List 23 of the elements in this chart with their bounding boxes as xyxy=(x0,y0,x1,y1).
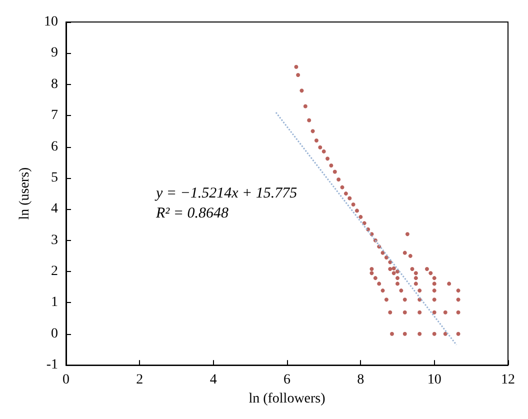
y-tick-label: -1 xyxy=(46,358,58,373)
y-tick-label: 0 xyxy=(51,326,58,342)
y-axis-title: ln (users) xyxy=(18,166,32,220)
x-axis-title: ln (followers) xyxy=(248,392,326,406)
y-tick-label: 3 xyxy=(51,232,58,248)
y-tick-label: 7 xyxy=(51,108,58,124)
y-tick-label: 2 xyxy=(51,264,58,280)
x-tick-label: 12 xyxy=(501,372,515,388)
y-tick-label: 6 xyxy=(51,139,58,154)
y-tick-label: 9 xyxy=(51,46,58,61)
x-tick-label: 4 xyxy=(210,372,217,388)
y-tick-label: 1 xyxy=(51,295,58,310)
y-tick-label: 4 xyxy=(51,202,58,217)
y-tick-label: 8 xyxy=(51,76,58,92)
x-tick-label: 10 xyxy=(427,372,442,388)
x-tick-label: 2 xyxy=(136,372,144,388)
annotation: R² = 0.8648 xyxy=(155,206,230,222)
y-tick-label: 5 xyxy=(51,170,58,186)
y-tick-label: 10 xyxy=(44,14,58,30)
x-tick-label: 6 xyxy=(284,372,290,388)
x-tick-label: 0 xyxy=(62,372,70,388)
x-tick-label: 8 xyxy=(357,372,364,388)
annotation: y = −1.5214x + 15.775 xyxy=(154,186,298,202)
